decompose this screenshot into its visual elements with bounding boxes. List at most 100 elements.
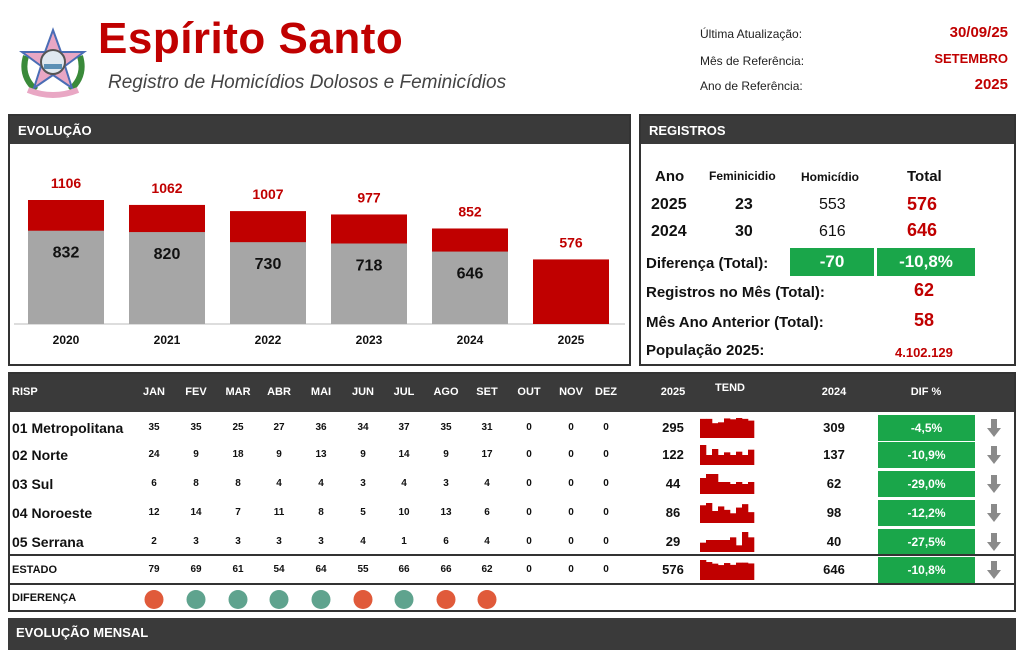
month-value: 61	[232, 564, 244, 575]
month-value: 14	[398, 449, 410, 460]
month-value: 8	[193, 478, 199, 489]
sparkline-bar	[724, 540, 731, 552]
sparkline-bar	[712, 540, 719, 552]
bar-value-label: 832	[53, 245, 80, 262]
bar-total-label: 977	[357, 189, 381, 205]
month-value: 0	[603, 507, 609, 518]
dif-pct-badge: -29,0%	[878, 471, 975, 497]
column-header[interactable]: DEZ	[595, 386, 617, 398]
column-header[interactable]: JUN	[351, 386, 375, 398]
month-value: 8	[235, 478, 241, 489]
sparkline-bar	[718, 540, 725, 552]
bar-total-label: 576	[559, 234, 583, 250]
column-header[interactable]: FEV	[185, 386, 207, 398]
sparkline-bar	[718, 455, 725, 465]
dif-pct-badge: -10,8%	[878, 557, 975, 583]
month-value: 0	[603, 536, 609, 547]
bar-jan-set-2023	[331, 243, 407, 324]
sparkline-bar	[712, 563, 719, 580]
month-value: 37	[398, 422, 410, 433]
diferenca-indicator-up	[436, 590, 456, 609]
month-value: 4	[276, 478, 282, 489]
column-header[interactable]: 2024	[821, 386, 847, 398]
registros-total: 576	[907, 194, 938, 214]
ano-referencia-value: 2025	[974, 76, 1008, 93]
column-header[interactable]: 2025	[660, 386, 686, 398]
sparkline-bar	[742, 455, 749, 465]
month-value: 18	[232, 449, 244, 460]
divider	[10, 554, 1014, 556]
column-header[interactable]: AGO	[433, 386, 459, 398]
total-2024: 646	[823, 562, 845, 577]
month-value: 17	[481, 449, 493, 460]
evolucao-mensal-header: EVOLUÇÃO MENSAL	[8, 618, 1016, 650]
month-value: 9	[193, 449, 199, 460]
x-tick-label: 2021	[154, 333, 181, 347]
month-value: 7	[235, 507, 241, 518]
page-subtitle: Registro de Homicídios Dolosos e Feminic…	[108, 72, 507, 93]
sparkline-bar	[724, 452, 731, 465]
column-header[interactable]: RISP	[12, 386, 38, 398]
month-value: 0	[603, 564, 609, 575]
month-value: 69	[190, 564, 202, 575]
month-value: 0	[603, 449, 609, 460]
sparkline-bar	[736, 418, 743, 438]
page-title: Espírito Santo	[98, 14, 404, 63]
col-ano-header: Ano	[655, 168, 685, 185]
x-tick-label: 2020	[53, 333, 80, 347]
diferenca-label: DIFERENÇA	[12, 592, 77, 604]
month-value: 66	[440, 564, 452, 575]
column-header[interactable]: OUT	[517, 386, 541, 398]
ano-referencia-label: Ano de Referência:	[700, 79, 803, 93]
x-tick-label: 2022	[255, 333, 282, 347]
bar-value-label: 820	[154, 246, 181, 263]
x-tick-label: 2025	[558, 333, 585, 347]
sparkline-bar	[742, 532, 749, 552]
sparkline-bar	[706, 562, 713, 580]
sparkline-bar	[730, 537, 737, 552]
column-header[interactable]: SET	[476, 386, 498, 398]
column-header[interactable]: JUL	[393, 386, 415, 398]
month-value: 9	[360, 449, 366, 460]
column-header[interactable]: ABR	[267, 386, 291, 398]
risp-table: RISP JAN FEV MAR ABR MAI JUN JUL AGO SET OUT NOV DEZ…	[8, 372, 1016, 612]
table-row: 05 Serrana 2 3 3 3 3 4 1 6 4 0 0 0 29 40 -27,5%	[10, 528, 1014, 556]
month-value: 0	[568, 564, 574, 575]
sparkline-bar	[706, 418, 713, 438]
sparkline-bar	[742, 504, 749, 523]
sparkline-bar	[748, 420, 755, 438]
mes-ano-anterior-value: 58	[914, 310, 935, 330]
sparkline-bar	[748, 537, 755, 552]
column-header[interactable]: JAN	[142, 386, 166, 398]
total-2025: 122	[662, 447, 684, 462]
month-value: 0	[526, 478, 532, 489]
x-tick-label: 2023	[356, 333, 383, 347]
month-value: 35	[440, 422, 452, 433]
month-value: 6	[151, 478, 157, 489]
trend-sparkline	[700, 503, 755, 523]
evolucao-chart: 832 1106 2020 820 1062 2021 730 1007 2022 718 977 2…	[14, 175, 625, 347]
column-header[interactable]: NOV	[559, 386, 583, 398]
column-header[interactable]: MAR	[225, 386, 251, 398]
state-coat-of-arms-logo	[18, 26, 88, 100]
bar-value-label: 646	[457, 266, 484, 283]
sparkline-bar	[742, 484, 749, 494]
month-value: 25	[232, 422, 244, 433]
sparkline-bar	[706, 540, 713, 552]
arrow-down-icon	[987, 475, 1001, 493]
trend-sparkline	[700, 418, 755, 438]
month-value: 3	[360, 478, 366, 489]
total-2025: 29	[665, 534, 681, 549]
sparkline-bar	[700, 560, 707, 580]
sparkline-bar	[748, 563, 755, 580]
column-header[interactable]: MAI	[310, 386, 332, 398]
column-header[interactable]: DIF %	[910, 386, 942, 398]
sparkline-bar	[724, 418, 731, 438]
month-value: 0	[603, 478, 609, 489]
column-header[interactable]: TEND	[715, 382, 745, 394]
mes-referencia-label: Mês de Referência:	[700, 54, 805, 68]
arrow-down-icon	[987, 533, 1001, 551]
month-value: 6	[443, 536, 449, 547]
registros-homicidio: 616	[819, 223, 846, 240]
trend-sparkline	[700, 532, 755, 552]
